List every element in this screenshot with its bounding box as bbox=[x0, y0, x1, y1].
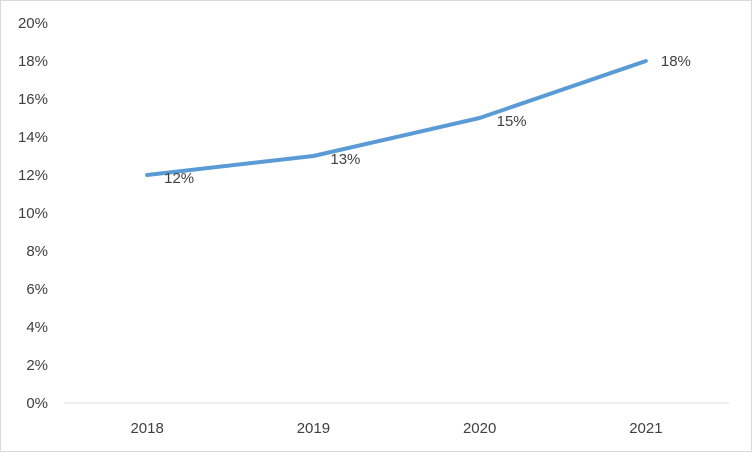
y-tick-label: 18% bbox=[18, 53, 48, 70]
data-label: 12% bbox=[164, 170, 194, 187]
y-tick-label: 2% bbox=[26, 357, 48, 374]
y-tick-label: 20% bbox=[18, 15, 48, 32]
data-label: 18% bbox=[661, 53, 691, 70]
x-tick-label: 2020 bbox=[463, 420, 496, 437]
series-line bbox=[145, 59, 648, 177]
data-point bbox=[479, 117, 481, 119]
data-point bbox=[645, 60, 647, 62]
y-tick-label: 16% bbox=[18, 91, 48, 108]
y-tick-label: 8% bbox=[26, 243, 48, 260]
x-tick-label: 2018 bbox=[130, 420, 163, 437]
x-axis: 2018 2019 2020 2021 bbox=[64, 402, 729, 437]
data-labels-group: 12% 13% 15% 18% bbox=[164, 53, 691, 187]
y-tick-label: 12% bbox=[18, 167, 48, 184]
data-point bbox=[312, 155, 314, 157]
y-tick-label: 14% bbox=[18, 129, 48, 146]
series-group bbox=[145, 59, 648, 177]
data-point bbox=[146, 174, 148, 176]
y-tick-label: 10% bbox=[18, 205, 48, 222]
x-tick-label: 2021 bbox=[629, 420, 662, 437]
data-label: 15% bbox=[497, 113, 527, 130]
y-axis: 0% 2% 4% 6% 8% 10% 12% 14% 16% 18% 20% bbox=[18, 15, 48, 412]
x-tick-label: 2019 bbox=[297, 420, 330, 437]
y-tick-label: 6% bbox=[26, 281, 48, 298]
y-tick-label: 0% bbox=[26, 395, 48, 412]
y-tick-label: 4% bbox=[26, 319, 48, 336]
data-label: 13% bbox=[330, 151, 360, 168]
